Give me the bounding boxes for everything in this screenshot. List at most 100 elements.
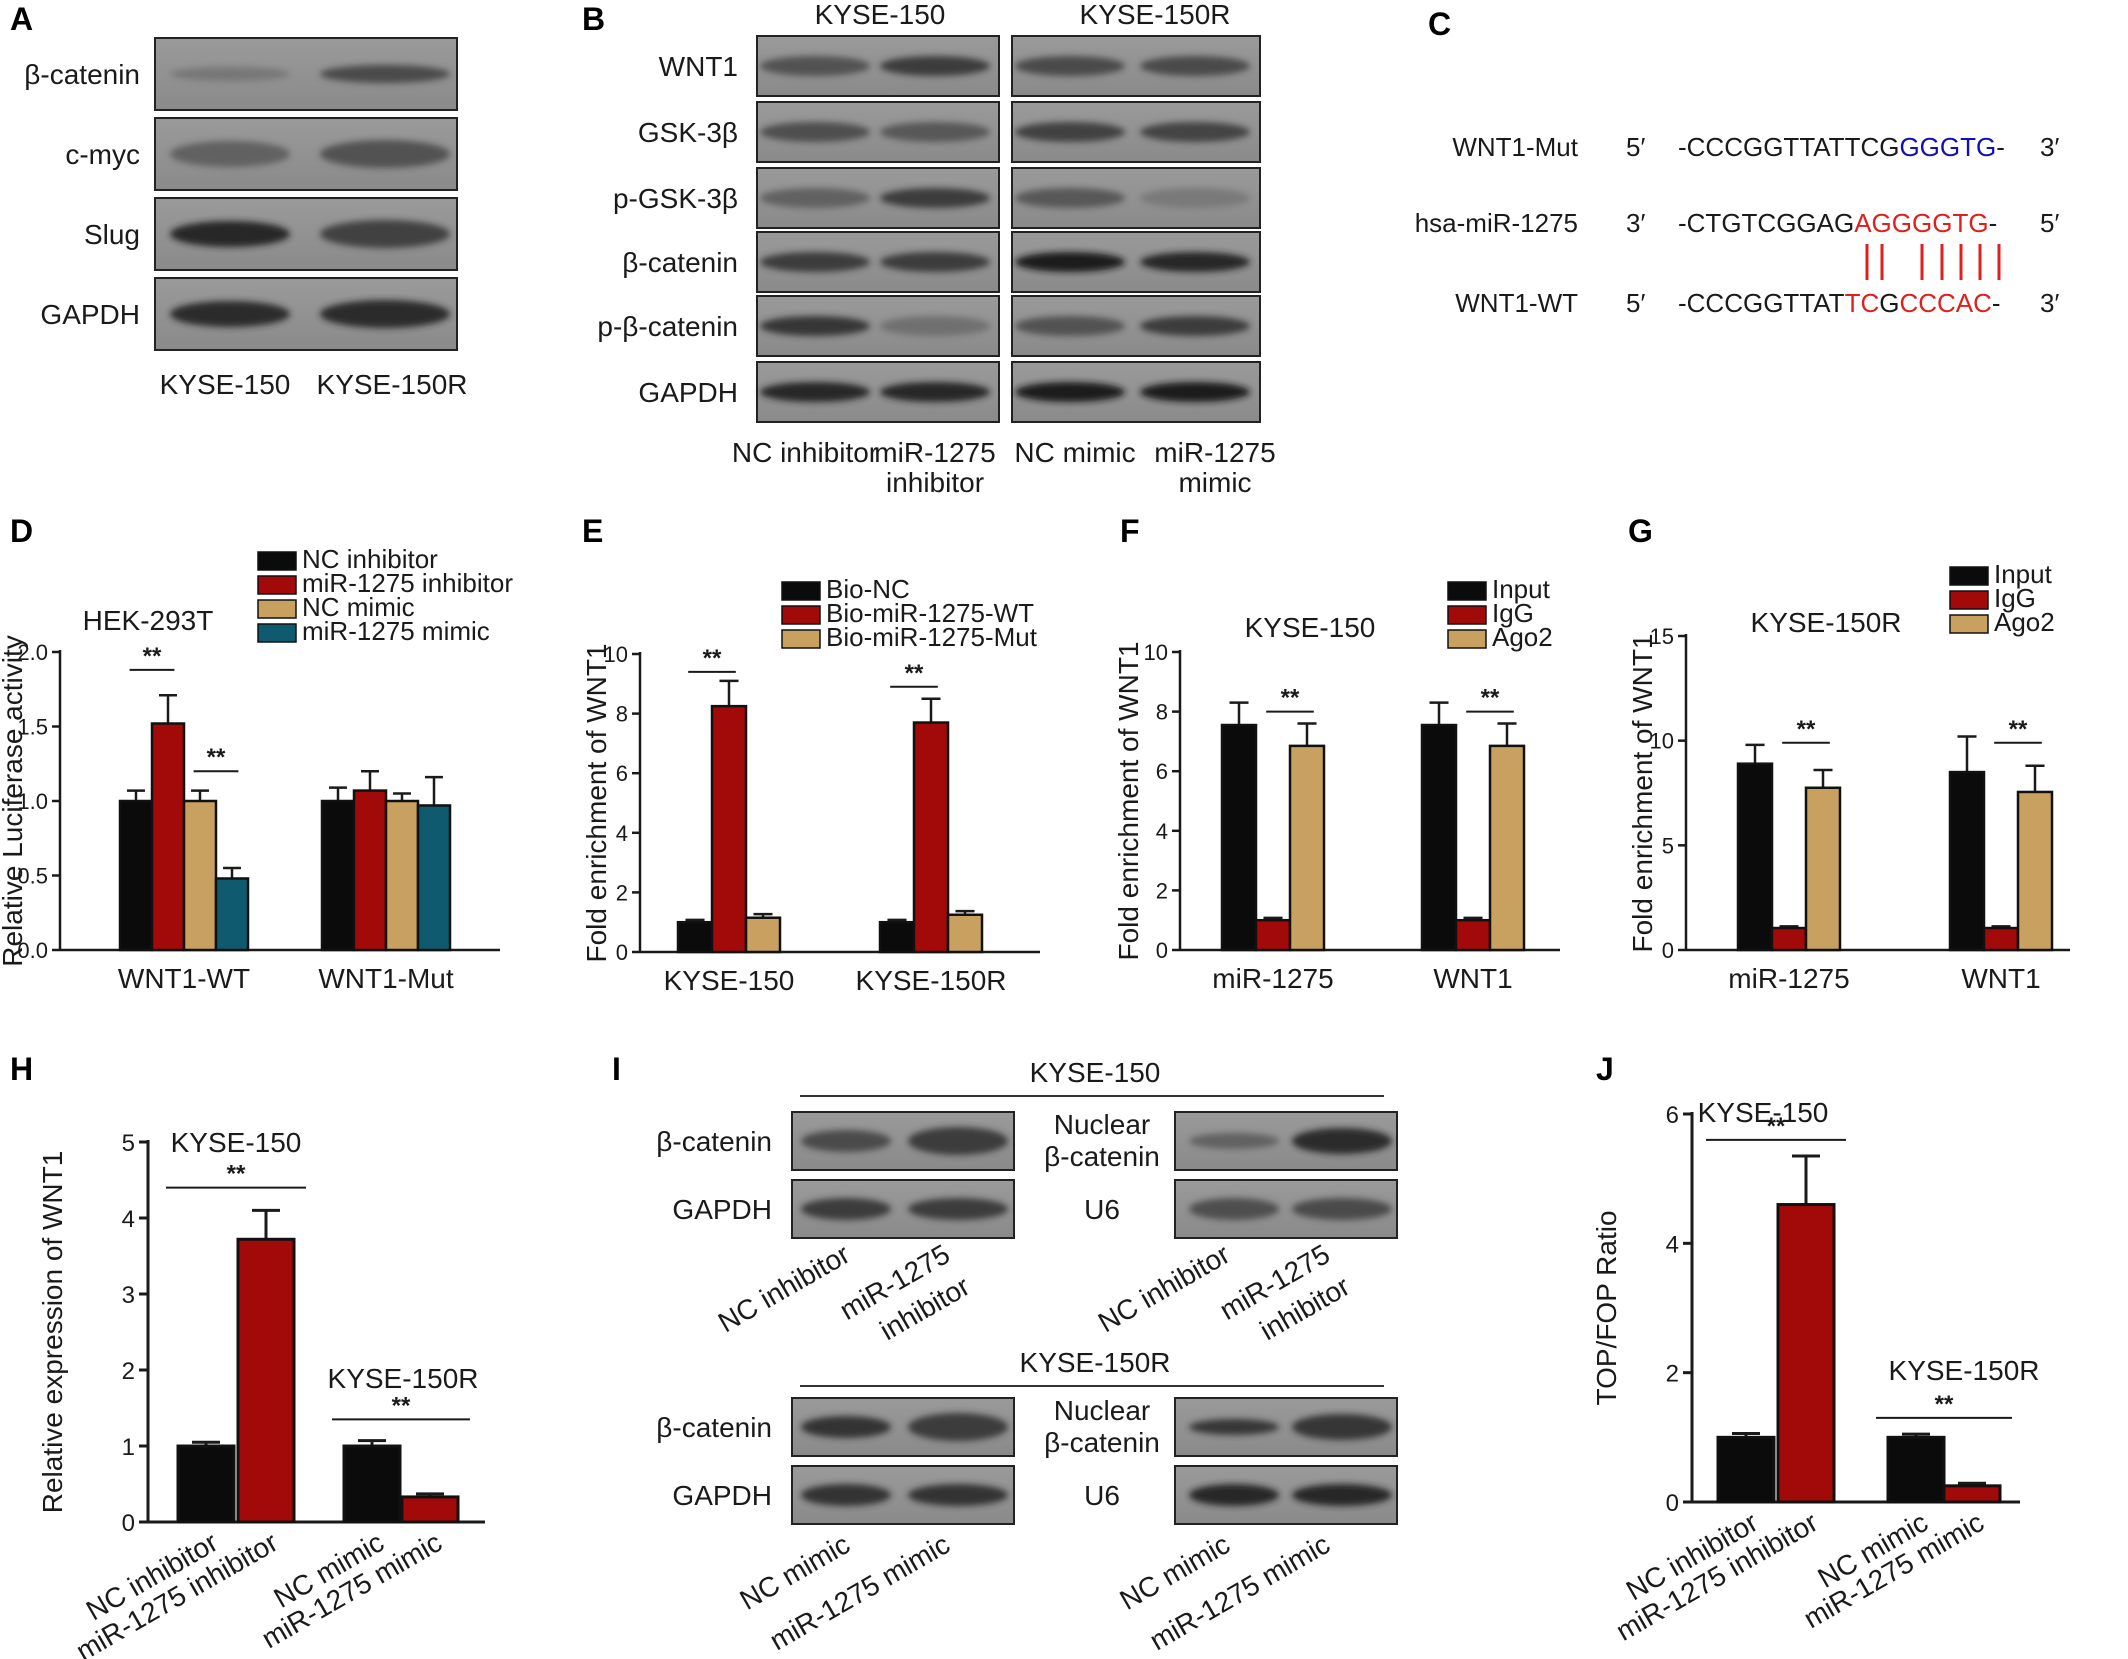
legend-swatch (1949, 566, 1989, 586)
y-tick-label: 8 (1156, 700, 1168, 725)
blot-i-row-label: Nuclear (1054, 1109, 1150, 1140)
x-tick-label: KYSE-150R (856, 965, 1007, 996)
band (801, 1130, 891, 1152)
x-tick-label: WNT1-Mut (318, 963, 454, 994)
blot-a-lane-label: KYSE-150 (160, 369, 291, 400)
bar (1804, 786, 1842, 952)
band (1189, 1133, 1279, 1149)
legend-label: Ago2 (1994, 607, 2055, 637)
sequence-segment: CCCAC (1899, 288, 1991, 318)
y-tick-label: 6 (1666, 1102, 1679, 1129)
band (760, 122, 870, 142)
y-tick-label: 2 (1156, 878, 1168, 903)
significance-label: ** (1935, 1391, 1954, 1418)
band (1189, 1484, 1279, 1506)
bar (400, 1495, 460, 1524)
y-tick-label: 0.0 (17, 938, 48, 963)
sequence-alignment: WNT1-Mut 5′ -CCCGGTTATTCGGGGTG- 3′hsa-miR-1… (1415, 132, 2060, 318)
panel-label-h: H (10, 1051, 33, 1087)
bar (878, 920, 916, 954)
bar (176, 1444, 236, 1524)
bar (1420, 723, 1458, 952)
significance-label: ** (143, 643, 162, 670)
chart-title: KYSE-150R (1751, 607, 1902, 638)
bar (1942, 1484, 2002, 1504)
band (1015, 56, 1125, 76)
blot-i-cell-label: KYSE-150R (1020, 1347, 1171, 1378)
sequence-end-label: 5′ (2040, 208, 2059, 238)
y-tick-label: 0 (1666, 1490, 1679, 1517)
blot-b-lane-label: mimic (1178, 467, 1251, 498)
panel-label-e: E (582, 513, 603, 549)
bar (320, 799, 356, 952)
western-blot-i: KYSE-150β-cateninGAPDHNuclearβ-cateninU6… (656, 1057, 1398, 1656)
legend-swatch (781, 605, 821, 625)
y-tick-label: 2 (1666, 1361, 1679, 1388)
legend-swatch (781, 629, 821, 649)
bar (384, 799, 420, 952)
band (760, 382, 870, 402)
y-tick-label: 6 (616, 761, 628, 786)
legend-swatch (1949, 614, 1989, 634)
blot-i-row-label: U6 (1084, 1194, 1120, 1225)
bar (1776, 1203, 1836, 1504)
bar (744, 916, 782, 954)
blot-i-row-label: β-catenin (1044, 1427, 1160, 1458)
legend-swatch (257, 623, 297, 643)
blot-b-row-label: GAPDH (638, 377, 738, 408)
band (908, 1127, 1008, 1155)
band (801, 1484, 891, 1506)
sequence-segment: AGGGGTG (1854, 208, 1988, 238)
x-tick-label: WNT1 (1961, 963, 2040, 994)
x-tick-label: KYSE-150 (664, 965, 795, 996)
x-tick-label: miR-1275 (1728, 963, 1849, 994)
legend-swatch (1447, 629, 1487, 649)
blot-a-row-label: c-myc (65, 139, 140, 170)
significance-label: ** (392, 1392, 411, 1419)
band (170, 221, 290, 247)
group-label: KYSE-150 (171, 1127, 302, 1158)
band (170, 141, 290, 167)
y-axis-label: Fold enrichment of WNT1 (1627, 634, 1658, 953)
band (1189, 1419, 1279, 1435)
bar (214, 877, 250, 952)
band (1015, 122, 1125, 142)
sequence-string: -CCCGGTTATTCGGGGTG- (1678, 132, 2005, 162)
sequence-string: -CTGTCGGAGAGGGGTG- (1678, 208, 1997, 238)
legend-swatch (1949, 590, 1989, 610)
blot-i-lane-label: miR-1275 mimic (764, 1528, 955, 1656)
significance-label: ** (2009, 716, 2028, 743)
significance-label: ** (905, 660, 924, 687)
legend-swatch (257, 599, 297, 619)
blot-a-row-label: β-catenin (24, 59, 140, 90)
panel-label-d: D (10, 513, 33, 549)
bar (1982, 926, 2020, 952)
blot-b-row-label: β-catenin (622, 247, 738, 278)
y-tick-label: 4 (1156, 819, 1168, 844)
band (1015, 382, 1125, 402)
y-tick-label: 0 (122, 1510, 135, 1537)
legend-swatch (1447, 581, 1487, 601)
blot-i-row-label: GAPDH (672, 1194, 772, 1225)
blot-b-lane-label: inhibitor (886, 467, 984, 498)
sequence-segment: - (1992, 288, 2001, 318)
sequence-segment: -CCCGGTTATTCG (1678, 132, 1899, 162)
x-tick-label: WNT1 (1433, 963, 1512, 994)
blot-a-row-label: GAPDH (40, 299, 140, 330)
y-tick-label: 2 (122, 1358, 135, 1385)
group-label: KYSE-150R (1889, 1355, 2040, 1386)
bar (1254, 918, 1292, 952)
sequence-segment: G (1879, 288, 1899, 318)
sequence-segment: - (1989, 208, 1998, 238)
bar (1948, 770, 1986, 952)
legend-label: Input (1492, 574, 1551, 604)
y-tick-label: 0 (1156, 938, 1168, 963)
bar (1886, 1435, 1946, 1504)
bar (1454, 918, 1492, 952)
sequence-segment: -CCCGGTTAT (1678, 288, 1845, 318)
y-tick-label: 8 (616, 702, 628, 727)
